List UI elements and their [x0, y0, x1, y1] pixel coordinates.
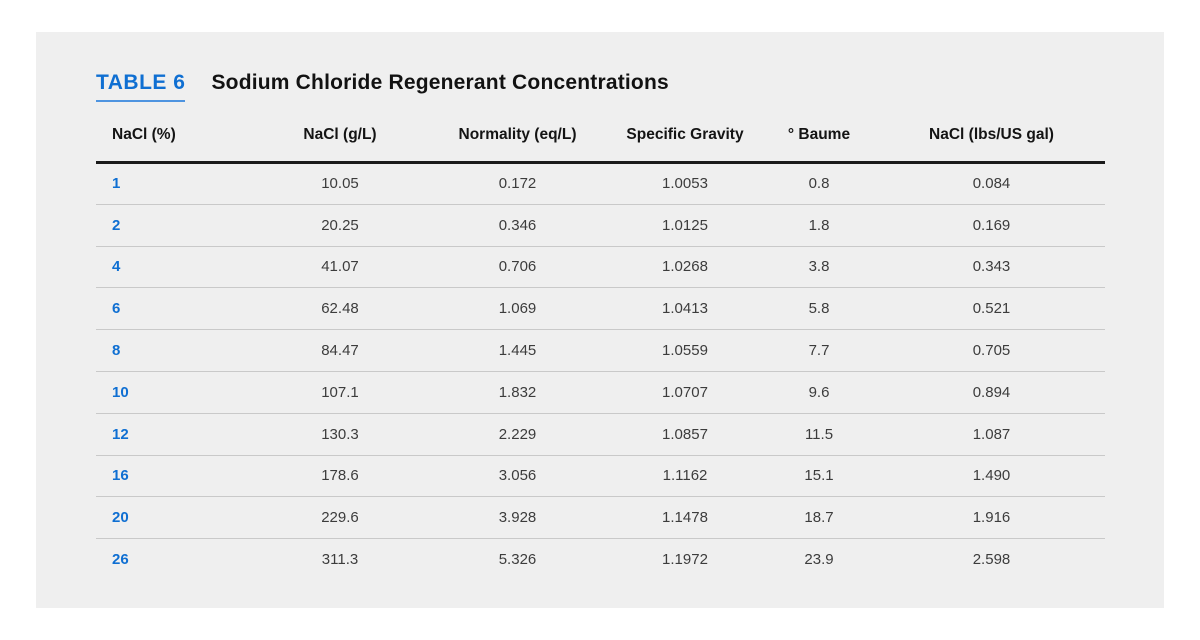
cell-nacl-lbs: 1.490	[878, 455, 1105, 498]
cell-baume: 1.8	[760, 204, 878, 247]
cell-baume: 7.7	[760, 329, 878, 372]
cell-normality: 1.069	[425, 287, 610, 331]
cell-nacl-lbs: 0.343	[878, 246, 1105, 289]
header-nacl-gl: NaCl (g/L)	[255, 104, 425, 164]
cell-nacl-lbs: 2.598	[972, 551, 1011, 569]
header-nacl-pct: NaCl (%)	[96, 104, 255, 164]
cell-normality: 3.928	[425, 496, 610, 540]
cell-nacl-pct: 20	[96, 496, 255, 540]
table-heading: TABLE 6 Sodium Chloride Regenerant Conce…	[96, 71, 1104, 102]
cell-baume: 15.1	[760, 455, 878, 498]
header-normality: Normality (eq/L)	[425, 104, 610, 164]
cell-specific-gravity: 1.0707	[610, 371, 760, 414]
table-row: 8 84.47 1.445 1.0559 7.7 0.705	[96, 329, 1105, 372]
cell-nacl-lbs: 1.916	[878, 496, 1105, 540]
cell-nacl-pct: 6	[96, 287, 255, 331]
cell-nacl-pct: 10	[96, 371, 255, 414]
cell-nacl-pct: 1	[96, 162, 255, 205]
cell-normality: 0.346	[425, 204, 610, 247]
cell-nacl-gl: 84.47	[255, 329, 425, 372]
cell-nacl-gl: 10.05	[255, 162, 425, 205]
cell-nacl-lbs: 1.087	[878, 413, 1105, 456]
cell-baume: 3.8	[760, 246, 878, 289]
cell-baume: 0.8	[760, 162, 878, 205]
cell-baume: 9.6	[760, 371, 878, 414]
table-row: 26 311.3 5.326 1.1972 23.9 2.598	[96, 539, 1105, 581]
cell-nacl-lbs: 0.705	[878, 329, 1105, 372]
cell-nacl-gl: 178.6	[255, 455, 425, 498]
cell-normality: 1.445	[425, 329, 610, 372]
cell-specific-gravity: 1.0857	[610, 413, 760, 456]
cell-baume: 5.8	[760, 287, 878, 331]
cell-normality: 0.172	[425, 162, 610, 205]
cell-baume: 18.7	[760, 496, 878, 540]
cell-nacl-gl: 311.3	[321, 551, 359, 569]
table-header-row: NaCl (%) NaCl (g/L) Normality (eq/L) Spe…	[96, 104, 1105, 164]
table-body: 1 10.05 0.172 1.0053 0.8 0.084 2 20.25 0.346 1.01…	[96, 162, 1105, 581]
cell-specific-gravity: 1.1162	[610, 455, 760, 498]
table-row: 10 107.1 1.832 1.0707 9.6 0.894	[96, 371, 1105, 414]
table-row: 2 20.25 0.346 1.0125 1.8 0.169	[96, 204, 1105, 247]
header-specific-gravity: Specific Gravity	[610, 104, 760, 164]
table-title: Sodium Chloride Regenerant Concentration…	[211, 71, 669, 94]
cell-nacl-pct: 12	[96, 413, 255, 456]
table-row: 1 10.05 0.172 1.0053 0.8 0.084	[96, 162, 1105, 205]
cell-nacl-gl: 41.07	[255, 246, 425, 289]
concentration-table: NaCl (%) NaCl (g/L) Normality (eq/L) Spe…	[96, 104, 1105, 580]
cell-normality: 3.056	[425, 455, 610, 498]
cell-nacl-pct: 2	[96, 204, 255, 247]
table-row: 4 41.07 0.706 1.0268 3.8 0.343	[96, 246, 1105, 289]
cell-nacl-gl: 130.3	[255, 413, 425, 456]
header-baume: ° Baume	[760, 104, 878, 164]
cell-specific-gravity: 1.0053	[610, 162, 760, 205]
cell-nacl-lbs: 0.084	[878, 162, 1105, 205]
header-nacl-lbs: NaCl (lbs/US gal)	[878, 104, 1105, 164]
cell-nacl-gl: 229.6	[255, 496, 425, 540]
cell-normality: 5.326	[498, 551, 537, 569]
cell-nacl-lbs: 0.169	[878, 204, 1105, 247]
cell-specific-gravity: 1.0268	[610, 246, 760, 289]
cell-baume: 23.9	[804, 551, 834, 569]
cell-nacl-pct: 8	[96, 329, 255, 372]
cell-nacl-gl: 20.25	[255, 204, 425, 247]
cell-nacl-lbs: 0.894	[878, 371, 1105, 414]
cell-specific-gravity: 1.0559	[610, 329, 760, 372]
cell-specific-gravity: 1.0125	[610, 204, 760, 247]
table-card: TABLE 6 Sodium Chloride Regenerant Conce…	[36, 32, 1164, 608]
cell-specific-gravity: 1.1972	[662, 551, 708, 569]
cell-nacl-lbs: 0.521	[878, 287, 1105, 331]
cell-baume: 11.5	[760, 413, 878, 456]
cell-nacl-pct: 16	[96, 455, 255, 498]
cell-specific-gravity: 1.0413	[610, 287, 760, 331]
cell-normality: 2.229	[425, 413, 610, 456]
cell-nacl-pct: 4	[96, 246, 255, 289]
table-row: 6 62.48 1.069 1.0413 5.8 0.521	[96, 287, 1105, 331]
cell-nacl-gl: 107.1	[255, 371, 425, 414]
cell-normality: 0.706	[425, 246, 610, 289]
table-row: 20 229.6 3.928 1.1478 18.7 1.916	[96, 496, 1105, 540]
cell-nacl-gl: 62.48	[255, 287, 425, 331]
cell-normality: 1.832	[425, 371, 610, 414]
table-row: 16 178.6 3.056 1.1162 15.1 1.490	[96, 455, 1105, 498]
cell-nacl-pct: 26	[112, 551, 129, 569]
cell-specific-gravity: 1.1478	[610, 496, 760, 540]
table-row: 12 130.3 2.229 1.0857 11.5 1.087	[96, 413, 1105, 456]
table-number-label: TABLE 6	[96, 71, 186, 102]
